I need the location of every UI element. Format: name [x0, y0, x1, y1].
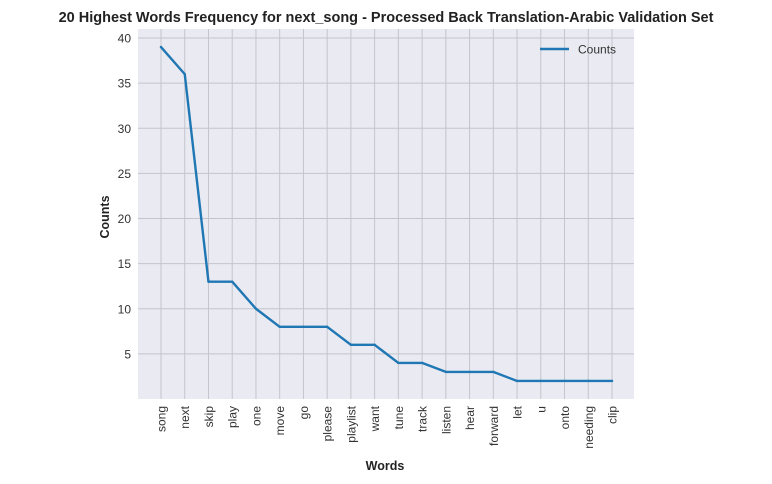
x-tick-label: skip — [202, 406, 216, 428]
chart-title: 20 Highest Words Frequency for next_song… — [59, 10, 714, 26]
x-tick-label: one — [249, 406, 263, 426]
data-point — [278, 325, 281, 329]
data-point — [207, 280, 210, 283]
x-tick-label: playlist — [344, 405, 358, 442]
y-tick-label: 30 — [118, 122, 132, 136]
data-point — [183, 72, 186, 76]
y-tick-label: 35 — [118, 77, 132, 91]
plot-area — [138, 29, 634, 399]
x-tick-label: onto — [558, 406, 572, 430]
data-point — [515, 379, 519, 383]
data-point — [231, 280, 234, 283]
x-axis-label: Words — [366, 459, 405, 473]
y-tick-label: 5 — [124, 347, 131, 361]
x-tick-label: let — [511, 405, 525, 418]
data-point — [349, 343, 353, 347]
y-tick-label: 20 — [118, 212, 132, 226]
data-point — [563, 379, 566, 383]
legend: Counts — [540, 43, 616, 57]
data-point — [159, 45, 163, 49]
y-tick-label: 25 — [118, 167, 132, 181]
x-tick-label: play — [226, 406, 240, 428]
y-tick-labels: 5 10 15 20 25 30 35 40 — [118, 32, 132, 362]
data-point — [254, 307, 258, 310]
y-axis-label: Counts — [98, 195, 112, 238]
x-tick-label: next — [178, 405, 192, 428]
data-point — [492, 370, 495, 374]
data-point — [325, 325, 329, 329]
data-point — [444, 370, 448, 374]
data-point — [610, 379, 614, 383]
x-tick-label: listen — [439, 406, 453, 434]
data-point — [373, 343, 376, 347]
data-point — [302, 325, 305, 329]
x-tick-label: needing — [582, 406, 596, 449]
y-tick-label: 10 — [118, 302, 132, 316]
y-tick-label: 40 — [118, 32, 132, 46]
series-line — [159, 45, 614, 383]
x-tick-label: please — [321, 406, 335, 442]
x-tick-label: hear — [463, 406, 477, 430]
legend-label: Counts — [578, 43, 616, 57]
y-gridlines — [138, 37, 634, 355]
x-tick-label: u — [534, 406, 548, 413]
data-point — [468, 370, 471, 374]
series-lines — [159, 45, 614, 383]
x-tick-label: song — [155, 406, 169, 432]
data-point — [587, 379, 590, 383]
y-tick-label: 15 — [118, 257, 132, 271]
x-tick-label: go — [297, 406, 311, 420]
data-point — [539, 379, 542, 383]
x-tick-label: forward — [487, 406, 501, 446]
x-tick-label: clip — [606, 406, 620, 424]
x-gridlines — [160, 29, 613, 399]
x-tick-label: want — [368, 405, 382, 432]
data-point — [397, 361, 400, 365]
data-point — [420, 361, 424, 365]
x-tick-label: track — [416, 405, 430, 432]
x-tick-labels: song next skip play one move go please playlist w… — [155, 405, 620, 449]
x-tick-label: tune — [392, 406, 406, 430]
x-tick-label: move — [273, 406, 287, 436]
